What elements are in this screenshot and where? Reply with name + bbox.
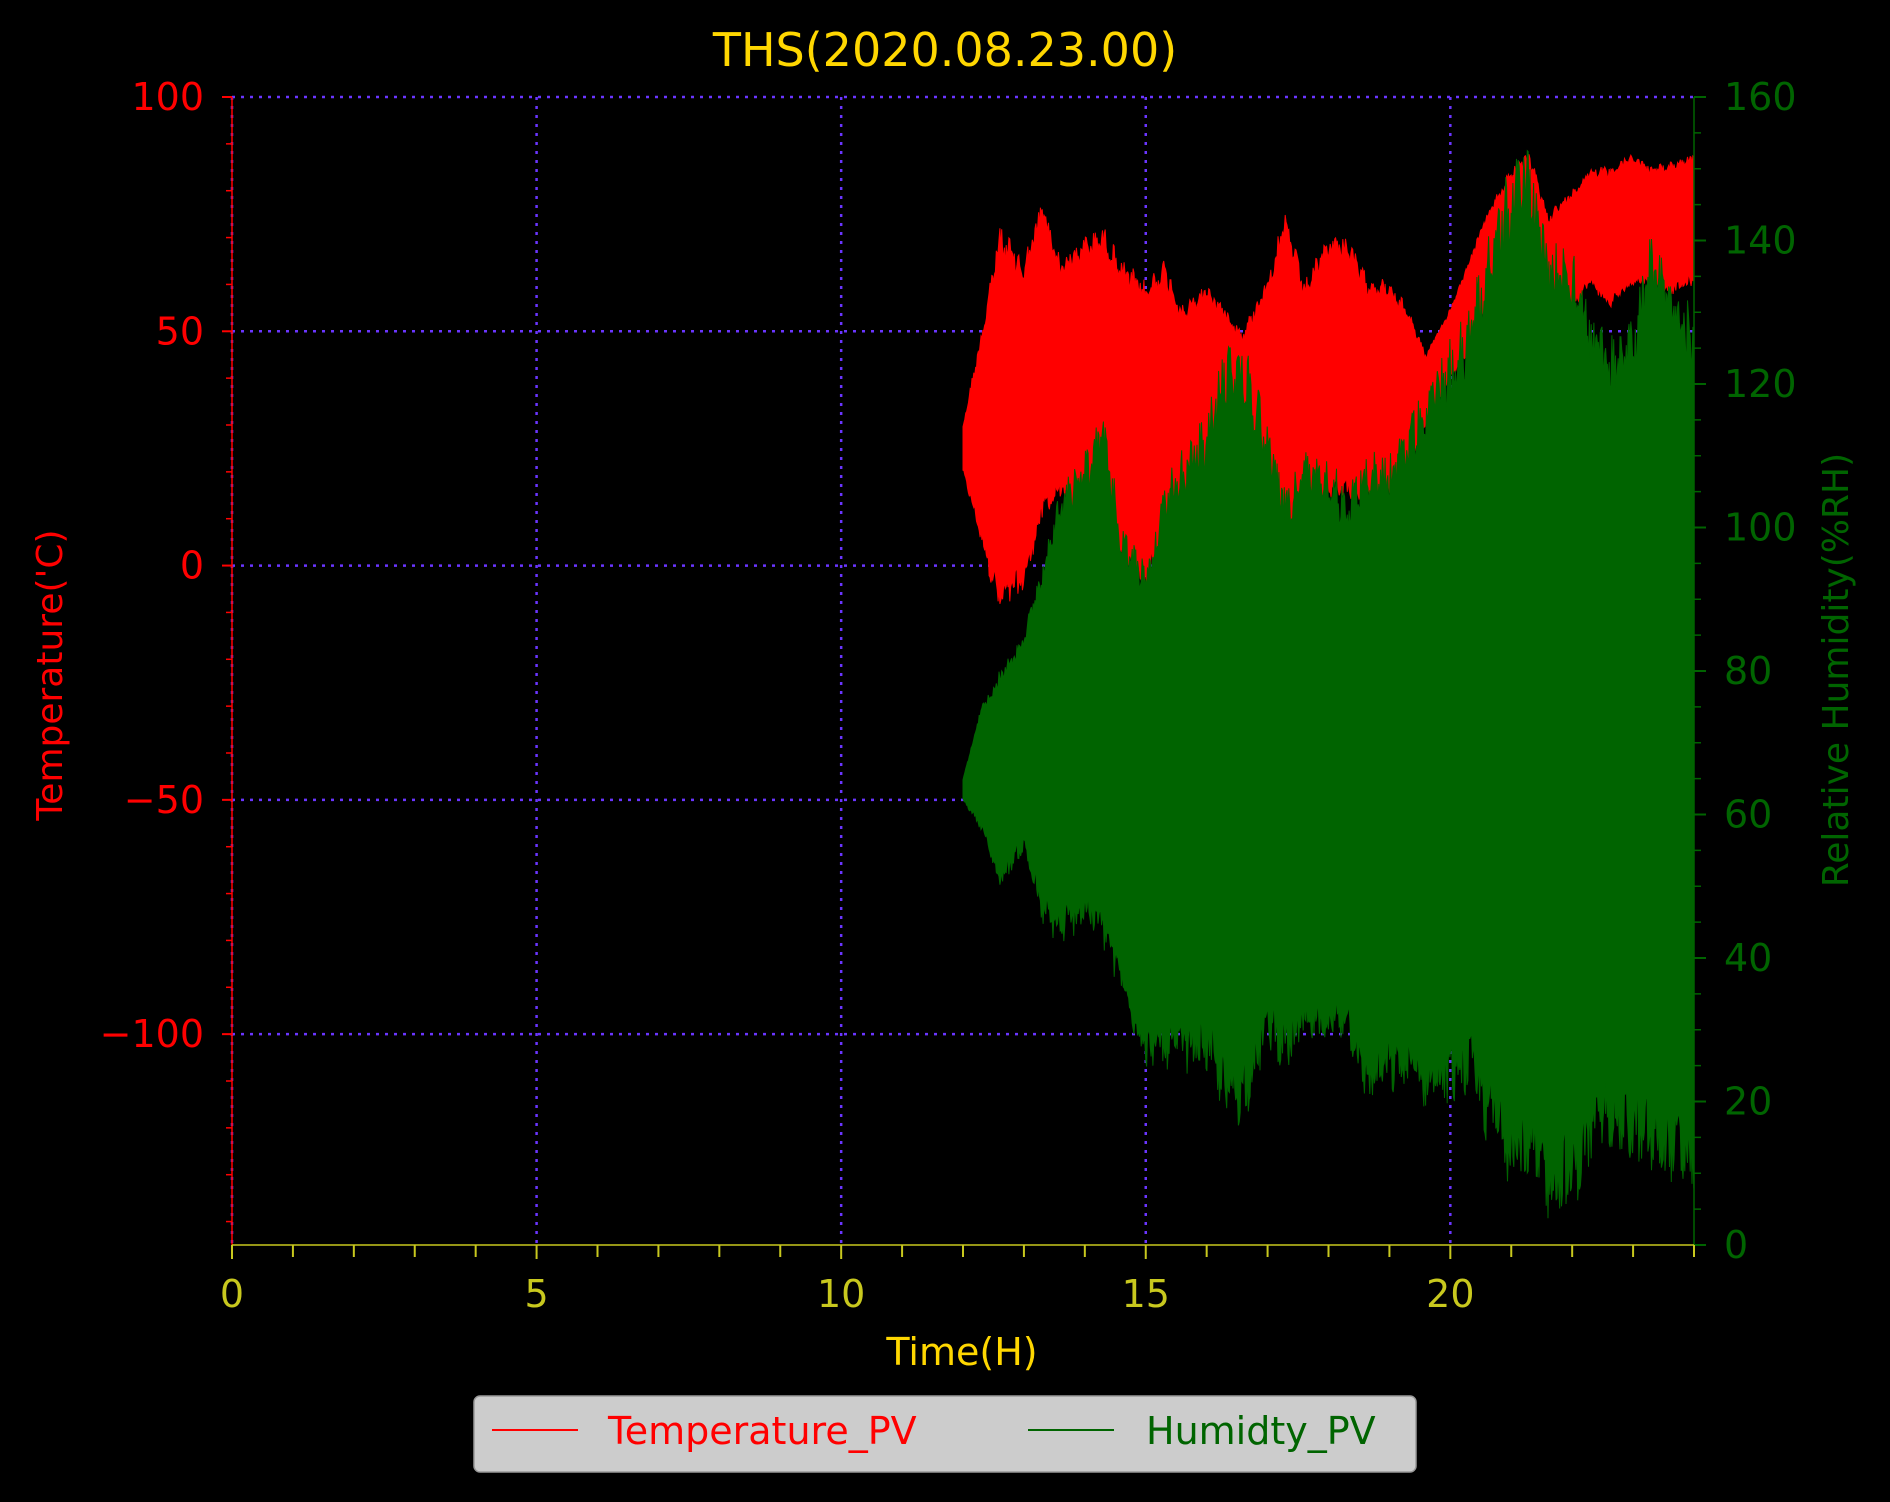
y-right-tick-label: 20 [1724, 1080, 1772, 1124]
y-right-tick-label: 80 [1724, 649, 1772, 693]
y-right-tick-label: 120 [1724, 362, 1797, 406]
y-right-tick-label: 100 [1724, 506, 1797, 550]
y-right-tick-label: 40 [1724, 936, 1772, 980]
y-axis-left-label: Temperature('C) [30, 529, 71, 821]
x-axis-label: Time(H) [885, 1330, 1037, 1374]
y-right-tick-label: 0 [1724, 1223, 1748, 1267]
legend-humidity-label: Humidty_PV [1146, 1409, 1376, 1453]
y-left-tick-label: −100 [100, 1012, 204, 1056]
legend: Temperature_PV Humidty_PV [473, 1395, 1417, 1473]
y-right-tick-label: 60 [1724, 793, 1772, 837]
y-left-tick-label: 100 [131, 75, 204, 119]
chart-title: THS(2020.08.23.00) [712, 23, 1177, 77]
y-right-tick-label: 160 [1724, 75, 1797, 119]
x-tick-label: 15 [1122, 1272, 1170, 1316]
y-left-tick-label: −50 [124, 778, 204, 822]
x-tick-label: 0 [220, 1272, 244, 1316]
x-tick-label: 5 [524, 1272, 548, 1316]
legend-box [473, 1395, 1417, 1473]
y-left-tick-label: 0 [180, 544, 204, 588]
x-tick-label: 10 [817, 1272, 865, 1316]
x-tick-label: 20 [1426, 1272, 1474, 1316]
y-left-tick-label: 50 [156, 309, 204, 353]
legend-temperature-label: Temperature_PV [607, 1409, 917, 1453]
y-axis-right-label: Relative Humidity(%RH) [1816, 453, 1857, 887]
y-right-tick-label: 140 [1724, 219, 1797, 263]
axes: 100 50 0 −50 −100 0 20 40 60 80 100 120 140 160 0 5 10 15… [100, 75, 1797, 1316]
